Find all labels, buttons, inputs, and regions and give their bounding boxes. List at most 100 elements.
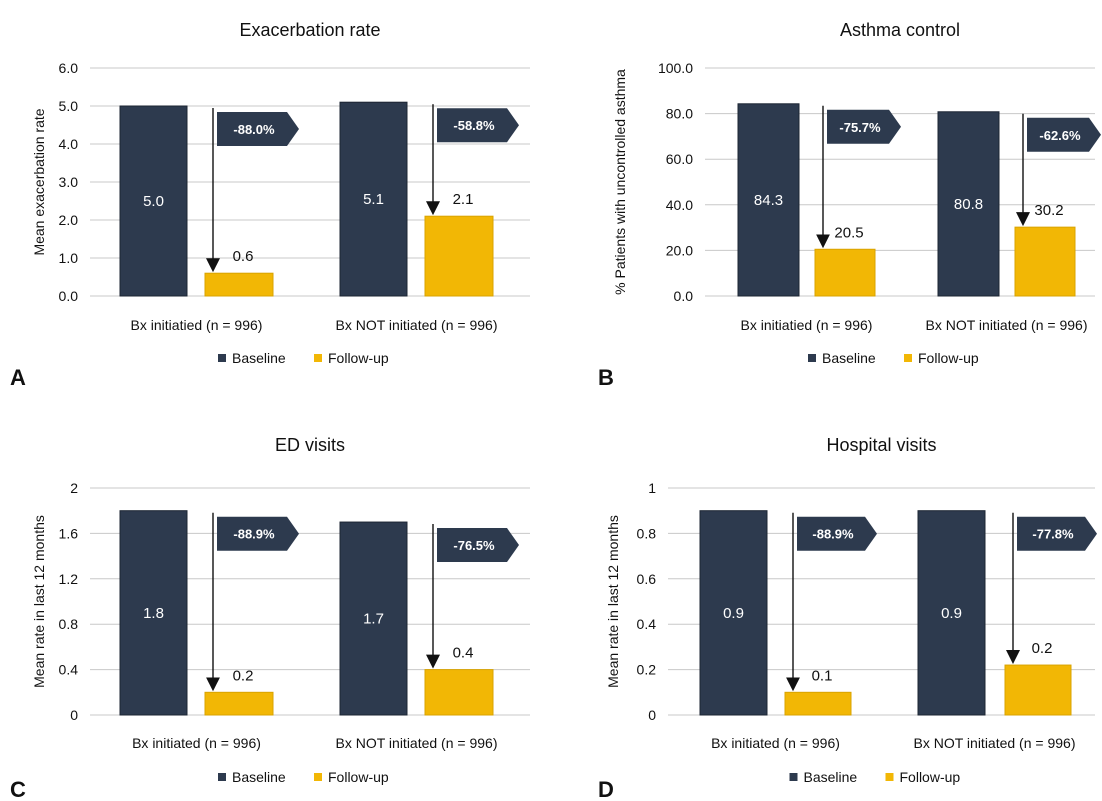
panel-a-bar-followup	[424, 215, 494, 297]
panel-b-bar-baseline	[737, 103, 800, 297]
panel-a-y-tick-label: 1.0	[59, 250, 79, 266]
panel-c-followup-value-label: 0.4	[453, 645, 474, 662]
panel-a-bar-baseline	[339, 101, 408, 297]
panel-a-followup-value-label: 0.6	[233, 248, 254, 265]
panel-a-title: Exacerbation rate	[239, 20, 380, 40]
panel-a-y-tick-label: 3.0	[59, 174, 79, 190]
panel-b-change-label: -75.7%	[839, 120, 881, 135]
panel-c-y-tick-label: 0.8	[59, 616, 79, 632]
panel-a-change-label: -88.0%	[233, 122, 275, 137]
panel-c-y-tick-label: 0.4	[59, 662, 79, 678]
panel-a-legend-swatch-baseline	[218, 354, 226, 362]
panel-c-letter: C	[10, 777, 26, 801]
panel-d-followup-value-label: 0.2	[1032, 640, 1053, 657]
panel-b-letter: B	[598, 365, 614, 390]
panel-a-baseline-value-label: 5.1	[363, 191, 384, 208]
panel-d-category-label: Bx initiated (n = 996)	[711, 735, 840, 751]
panel-b-bar-followup	[814, 248, 876, 297]
panel-a-baseline-value-label: 5.0	[143, 193, 164, 210]
panel-c-change-badge	[437, 528, 519, 563]
panel-d-title: Hospital visits	[826, 435, 936, 455]
panel-a-legend-followup: Follow-up	[328, 350, 389, 366]
panel-d-letter: D	[598, 777, 614, 801]
panel-b-bar-baseline	[937, 111, 1000, 297]
panel-a-bar-baseline	[119, 105, 188, 297]
panel-a-legend-baseline: Baseline	[232, 350, 286, 366]
panel-c-y-tick-label: 1.6	[59, 525, 79, 541]
panel-b-followup-value-label: 30.2	[1034, 202, 1063, 219]
panel-c-legend-swatch-followup	[314, 773, 322, 781]
panel-a-y-tick-label: 0.0	[59, 288, 79, 304]
panel-c-y-tick-label: 0	[70, 707, 78, 723]
panel-d-change-badge	[1017, 516, 1097, 551]
panel-d-y-tick-label: 0.6	[637, 571, 657, 587]
panel-a-change-badge	[437, 108, 519, 143]
panel-c-change-label: -76.5%	[453, 538, 495, 553]
panel-c-y-tick-label: 1.2	[59, 571, 79, 587]
panel-d-y-tick-label: 0	[648, 707, 656, 723]
panel-d-y-tick-label: 0.4	[637, 616, 657, 632]
panel-d-bar-followup	[1004, 664, 1072, 716]
panel-b-change-badge	[827, 109, 901, 144]
panel-c-legend-baseline: Baseline	[232, 769, 286, 785]
panel-c-followup-value-label: 0.2	[233, 667, 254, 684]
panel-b-bar-followup	[1014, 226, 1076, 297]
panel-b-legend-followup: Follow-up	[918, 350, 979, 366]
panel-d-y-tick-label: 0.2	[637, 662, 657, 678]
panel-b-y-tick-label: 40.0	[666, 197, 693, 213]
panel-a-category-label: Bx NOT initiated (n = 996)	[336, 317, 498, 333]
panel-c-bar-baseline	[119, 510, 188, 716]
panel-a-y-tick-label: 5.0	[59, 98, 79, 114]
panel-d-y-tick-label: 0.8	[637, 525, 657, 541]
panel-b-change-badge	[1027, 117, 1101, 152]
panel-d-followup-value-label: 0.1	[812, 667, 833, 684]
panel-c-change-label: -88.9%	[233, 527, 275, 542]
panel-c-legend-followup: Follow-up	[328, 769, 389, 785]
panel-c-y-axis-label: Mean rate in last 12 months	[31, 515, 47, 688]
panel-b-y-tick-label: 20.0	[666, 242, 693, 258]
panel-a-followup-value-label: 2.1	[453, 191, 474, 208]
panel-d-change-badge	[797, 516, 877, 551]
panel-b-y-axis-label: % Patients with uncontrolled asthma	[612, 69, 628, 295]
panel-b-legend-baseline: Baseline	[822, 350, 876, 366]
panel-d-bar-baseline	[699, 510, 768, 716]
panel-a-y-tick-label: 6.0	[59, 60, 79, 76]
panel-b-legend-swatch-followup	[904, 354, 912, 362]
panel-a-y-tick-label: 4.0	[59, 136, 79, 152]
panel-d-category-label: Bx NOT initiated (n = 996)	[914, 735, 1076, 751]
panel-a-change-label: -58.8%	[453, 118, 495, 133]
panel-c-change-badge	[217, 516, 299, 551]
panel-a-letter: A	[10, 365, 26, 390]
panel-a-legend-swatch-followup	[314, 354, 322, 362]
panel-b-y-tick-label: 80.0	[666, 106, 693, 122]
panel-a-category-label: Bx initiatied (n = 996)	[131, 317, 263, 333]
panel-d-change-label: -77.8%	[1032, 527, 1074, 542]
panel-d-legend-followup: Follow-up	[900, 769, 961, 785]
panel-c-baseline-value-label: 1.8	[143, 605, 164, 622]
panel-d-bar-baseline	[917, 510, 986, 716]
panel-b-category-label: Bx NOT initiated (n = 996)	[926, 317, 1088, 333]
panel-d-y-axis-label: Mean rate in last 12 months	[605, 515, 621, 688]
panel-d-baseline-value-label: 0.9	[723, 605, 744, 622]
panel-c-category-label: Bx initiated (n = 996)	[132, 735, 261, 751]
panel-d-legend-swatch-followup	[885, 773, 894, 781]
panel-d-legend-baseline: Baseline	[804, 769, 858, 785]
panel-d-bar-followup	[784, 691, 852, 716]
panel-d-change-label: -88.9%	[812, 527, 854, 542]
panel-a-y-tick-label: 2.0	[59, 212, 79, 228]
panel-a-change-badge	[217, 112, 299, 146]
panel-c-category-label: Bx NOT initiated (n = 996)	[336, 735, 498, 751]
panel-b-change-label: -62.6%	[1039, 128, 1081, 143]
panel-b-legend-swatch-baseline	[808, 354, 816, 362]
panel-d-baseline-value-label: 0.9	[941, 605, 962, 622]
panel-b-category-label: Bx initiatied (n = 996)	[741, 317, 873, 333]
panel-d-legend-swatch-baseline	[789, 773, 798, 781]
panel-c-legend-swatch-baseline	[218, 773, 226, 781]
panel-b-followup-value-label: 20.5	[834, 224, 863, 241]
panel-b-baseline-value-label: 84.3	[754, 192, 783, 209]
panel-c-bar-baseline	[339, 521, 408, 716]
panel-b-title: Asthma control	[840, 20, 960, 40]
panel-a-bar-followup	[204, 272, 274, 297]
panel-c-baseline-value-label: 1.7	[363, 611, 384, 628]
